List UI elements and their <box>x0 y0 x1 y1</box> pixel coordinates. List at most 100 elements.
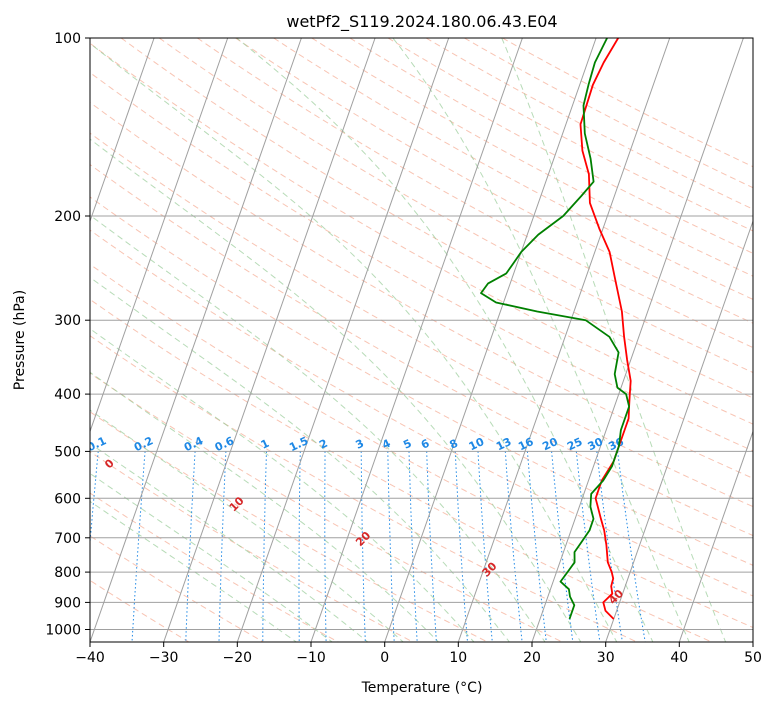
mixing-ratio-line <box>617 451 646 642</box>
mixing-ratio-label: 5 <box>401 437 413 452</box>
mixing-ratio-label: 2 <box>317 437 329 452</box>
plot-area: 0.10.20.40.611.523456810131620253036-100… <box>0 38 753 642</box>
y-tick-label: 100 <box>54 31 81 47</box>
mixing-ratio-line <box>387 451 395 642</box>
isotherm <box>605 219 753 642</box>
moist-adiabat <box>90 442 369 642</box>
mixing-ratio-label: 13 <box>494 435 513 453</box>
moist-adiabat <box>90 409 404 642</box>
mixing-ratio-line <box>131 451 146 642</box>
x-tick-label: 50 <box>744 650 762 666</box>
mixing-ratio-label: 36 <box>606 435 626 453</box>
mixing-ratio-line <box>526 451 547 642</box>
x-tick-label: 20 <box>523 650 541 666</box>
mixing-ratio-line <box>504 451 523 642</box>
dry-adiabat-label: 30 <box>480 559 500 579</box>
moist-adiabat <box>235 38 654 642</box>
moist-adiabat <box>90 138 582 642</box>
y-tick-label: 500 <box>54 444 81 460</box>
x-tick-label: −10 <box>296 650 326 666</box>
isotherm <box>310 38 523 642</box>
chart-title: wetPf2_S119.2024.180.06.43.E04 <box>286 12 557 32</box>
dry-adiabat <box>90 372 563 642</box>
isotherm <box>531 38 744 642</box>
isotherm <box>457 38 671 642</box>
y-axis-ticks: 100 200 300 400 500 600 700 800 900 1000 <box>45 31 90 639</box>
dewpoint-profile-line <box>480 38 630 620</box>
y-axis-label: Pressure (hPa) <box>12 290 28 390</box>
dry-adiabat <box>273 38 753 300</box>
mixing-ratio-label: 4 <box>380 437 393 452</box>
mixing-ratio-line <box>477 451 493 642</box>
dry-adiabat <box>90 535 264 642</box>
dry-adiabat <box>90 451 414 642</box>
isotherm <box>752 640 753 642</box>
dry-adiabat <box>120 38 753 399</box>
mixing-ratio-label: 10 <box>467 435 487 453</box>
mixing-ratio-line <box>596 451 623 642</box>
y-tick-label: 600 <box>54 491 81 507</box>
dry-adiabat <box>90 335 638 642</box>
isotherm <box>90 38 155 223</box>
dry-adiabat <box>90 101 753 479</box>
dry-adiabat-label: 20 <box>353 529 373 549</box>
mixing-ratio-label: 1 <box>259 437 271 452</box>
dry-adiabat <box>464 38 753 189</box>
isotherm <box>90 38 302 642</box>
y-tick-label: 700 <box>54 531 81 547</box>
mixing-ratio-line <box>454 451 468 642</box>
line-annotations: 0.10.20.40.611.523456810131620253036-100… <box>0 410 626 607</box>
plot-frame <box>89 37 754 643</box>
profile-lines <box>480 38 632 620</box>
dry-adiabat <box>90 132 753 508</box>
mixing-ratio-label: 20 <box>540 435 560 453</box>
moist-adiabat <box>392 38 690 642</box>
dry-adiabat <box>90 492 339 642</box>
dry-adiabat <box>502 38 753 168</box>
mixing-ratio-line <box>324 451 327 642</box>
dry-adiabat-label: 0 <box>102 456 117 471</box>
x-axis-label: Temperature (°C) <box>361 680 483 696</box>
y-tick-label: 400 <box>54 387 81 403</box>
moist-adiabat <box>90 472 333 642</box>
y-tick-label: 900 <box>54 595 81 611</box>
dry-adiabat <box>90 411 488 642</box>
x-tick-label: 10 <box>449 650 467 666</box>
mixing-ratio-label: 30 <box>586 435 606 453</box>
dry-adiabat <box>90 196 753 566</box>
y-tick-label: 800 <box>54 565 81 581</box>
moist-adiabat <box>90 276 510 642</box>
dry-adiabat-label: 10 <box>227 494 247 514</box>
dry-adiabat <box>158 38 753 374</box>
mixing-ratio-line <box>575 451 601 642</box>
dry-adiabat <box>90 71 753 452</box>
mixing-ratio-label: 3 <box>354 437 366 452</box>
x-tick-label: −30 <box>149 650 179 666</box>
x-tick-label: 40 <box>670 650 688 666</box>
mixing-ratio-line <box>298 451 301 642</box>
dry-adiabat <box>90 163 753 537</box>
isotherm <box>0 38 7 642</box>
moist-adiabat <box>90 214 546 642</box>
dry-adiabat <box>90 263 753 629</box>
dry-adiabat <box>90 298 712 642</box>
moist-adiabat <box>501 38 727 642</box>
isotherm <box>678 429 753 642</box>
dry-adiabat <box>90 579 190 642</box>
isotherm <box>163 38 376 642</box>
dry-adiabat-label: -10 <box>0 410 1 433</box>
y-tick-label: 1000 <box>45 623 81 639</box>
x-axis-ticks: −40 −30 −20 −10 0 10 20 30 40 50 <box>75 642 762 666</box>
dry-adiabat <box>311 38 753 277</box>
isotherm <box>236 38 450 642</box>
dry-adiabat <box>387 38 753 232</box>
y-tick-label: 300 <box>54 313 81 329</box>
x-tick-label: −20 <box>223 650 253 666</box>
dry-adiabat <box>90 229 753 597</box>
temperature-profile-line <box>579 38 632 620</box>
y-tick-label: 200 <box>54 209 81 225</box>
isotherm <box>384 38 597 642</box>
x-tick-label: 0 <box>380 650 389 666</box>
background-lines <box>0 38 753 642</box>
